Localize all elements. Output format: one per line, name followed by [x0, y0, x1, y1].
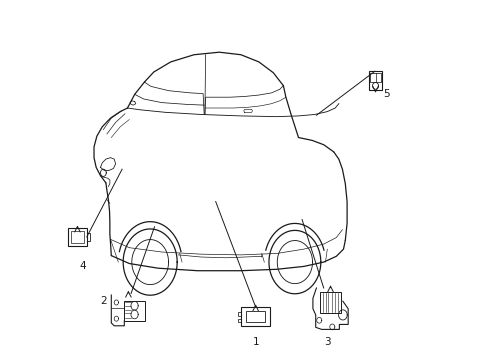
Text: 2: 2: [100, 296, 107, 306]
Bar: [238, 319, 241, 322]
Bar: [124, 301, 145, 321]
Bar: [369, 73, 380, 82]
Bar: [368, 71, 382, 90]
Bar: [319, 292, 341, 313]
Text: 3: 3: [324, 337, 330, 347]
Bar: [87, 233, 90, 241]
Bar: [71, 231, 84, 243]
Bar: [245, 311, 265, 322]
Text: 4: 4: [80, 261, 86, 271]
Text: 5: 5: [382, 89, 389, 99]
Bar: [241, 307, 270, 326]
Text: 1: 1: [252, 337, 259, 347]
Bar: [68, 228, 87, 246]
Bar: [238, 312, 241, 316]
